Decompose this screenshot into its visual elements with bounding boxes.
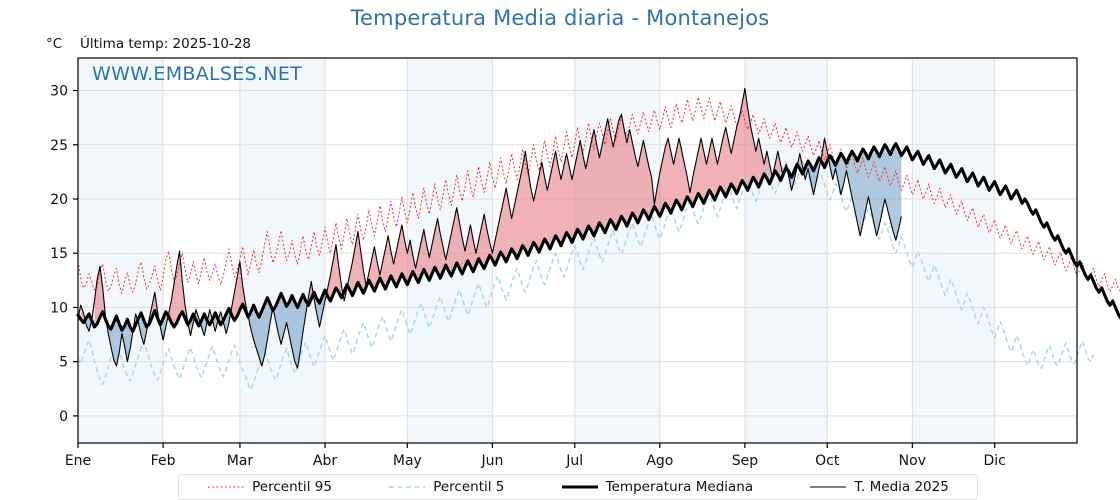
svg-text:Nov: Nov: [899, 453, 926, 469]
svg-text:20: 20: [50, 192, 68, 208]
svg-text:Abr: Abr: [313, 453, 337, 469]
anomaly-fills: [80, 88, 902, 369]
svg-text:Mar: Mar: [227, 453, 254, 469]
svg-text:May: May: [393, 453, 422, 469]
legend-item-3[interactable]: Temperatura Mediana: [557, 479, 757, 495]
legend-swatch-icon: [561, 485, 598, 489]
tick-labels: 0 5 10 15 20 25 30 Ene Feb Mar Abr May Jun Jul Ago Sep O…: [50, 84, 1006, 469]
series-lines: [76, 87, 1120, 391]
svg-text:Jun: Jun: [480, 453, 503, 469]
svg-text:Feb: Feb: [151, 453, 176, 469]
legend-swatch-icon: [810, 486, 847, 488]
legend-label: Percentil 95: [252, 479, 332, 495]
legend-label: Percentil 5: [433, 479, 505, 495]
svg-text:Ene: Ene: [65, 453, 91, 469]
axes: [73, 57, 1078, 448]
legend-item-2[interactable]: Percentil 5: [384, 479, 508, 495]
svg-text:5: 5: [59, 355, 68, 371]
svg-text:Jul: Jul: [565, 453, 583, 469]
month-bands: [78, 58, 995, 443]
svg-text:Sep: Sep: [732, 453, 759, 469]
svg-text:15: 15: [50, 246, 68, 262]
svg-text:Oct: Oct: [815, 453, 840, 469]
legend-item-4[interactable]: T. Media 2025: [805, 479, 952, 495]
svg-text:10: 10: [50, 300, 68, 316]
page-title: Temperatura Media diaria - Montanejos: [350, 6, 770, 30]
watermark: WWW.EMBALSES.NET: [92, 63, 303, 85]
legend-item-1[interactable]: Percentil 95: [203, 479, 336, 495]
legend-swatch-icon: [389, 486, 426, 488]
legend-label: T. Media 2025: [854, 479, 949, 495]
last-temp-label: Última temp: 2025-10-28: [80, 36, 252, 52]
svg-text:0: 0: [59, 409, 68, 425]
svg-text:25: 25: [50, 138, 68, 154]
svg-text:30: 30: [50, 84, 68, 100]
y-axis-unit-label: °C: [46, 36, 63, 52]
chart-legend: Percentil 95 Percentil 5 Temperatura Media…: [178, 474, 978, 500]
legend-swatch-icon: [208, 486, 245, 488]
legend-label: Temperatura Mediana: [605, 479, 754, 495]
svg-text:Dic: Dic: [983, 453, 1005, 469]
svg-text:Ago: Ago: [646, 453, 673, 469]
